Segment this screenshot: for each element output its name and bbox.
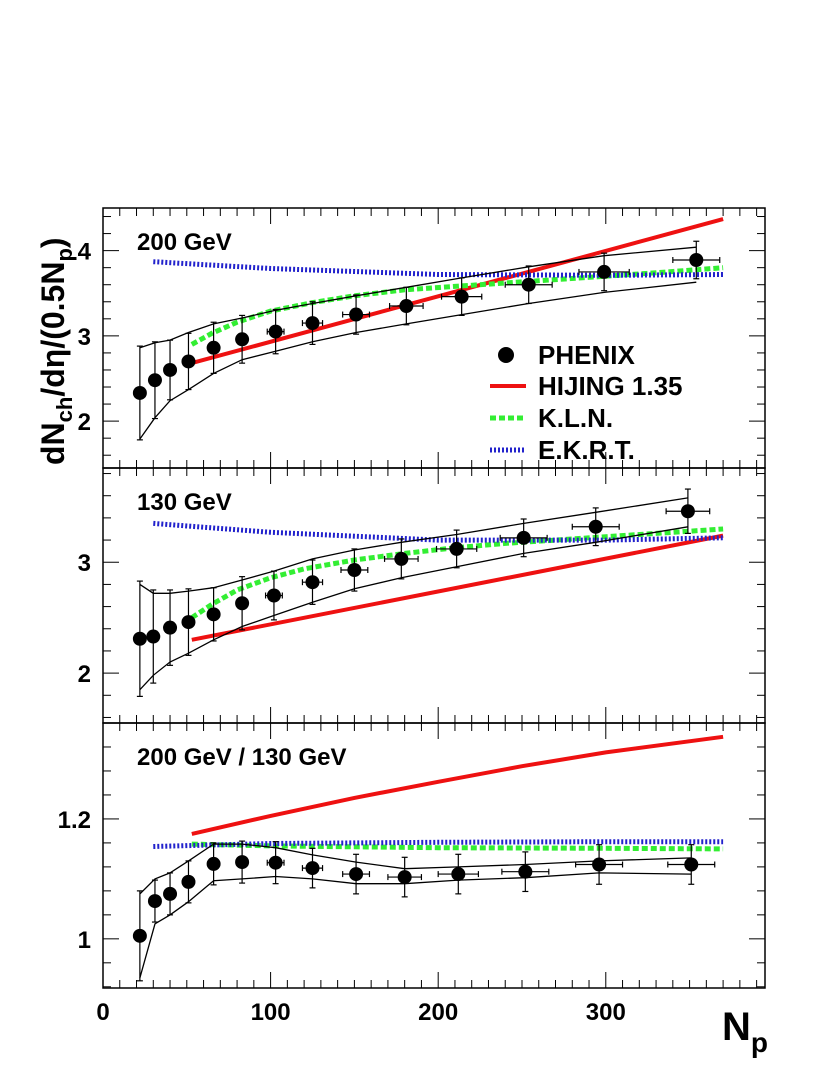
series-line-lower-band [139, 526, 689, 691]
data-point [516, 530, 531, 545]
data-point [147, 373, 162, 388]
data-point [206, 607, 221, 622]
y-tick-label: 1.2 [58, 807, 91, 834]
data-point [235, 855, 250, 870]
legend-marker-phenix [498, 347, 514, 363]
data-point [588, 519, 603, 534]
series-line-ekrt [153, 839, 724, 849]
data-point [181, 354, 196, 369]
data-point [163, 620, 178, 635]
y-tick-label: 2 [78, 409, 91, 436]
data-point [305, 575, 320, 590]
data-point [451, 867, 466, 882]
y-title-sub-p: p [52, 248, 77, 261]
panel-frame [102, 722, 766, 989]
y-tick-label: 3 [78, 324, 91, 351]
data-point [399, 299, 414, 314]
panel-3: 1 1.2 200 GeV / 130 GeV 0 100 200 300 [58, 722, 766, 1026]
x-tick-label: 200 [418, 999, 458, 1026]
legend-label-phenix: PHENIX [538, 340, 635, 370]
data-point [206, 340, 221, 355]
data-point [521, 277, 536, 292]
series-line-ekrt [153, 259, 724, 278]
data-point [597, 264, 612, 279]
data-point [266, 588, 281, 603]
data-point [680, 504, 695, 519]
data-point [592, 857, 607, 872]
panel-label: 130 GeV [137, 489, 232, 516]
series-line-ekrt [153, 520, 724, 543]
svg-text:dNch/dη/(0.5Np): dNch/dη/(0.5Np) [35, 237, 77, 465]
series-line-upper-band [139, 497, 689, 594]
series-line-lower-band [139, 281, 697, 440]
data-point [206, 856, 221, 871]
series-line-upper-band [139, 843, 692, 895]
data-point [268, 324, 283, 339]
legend-entry-ekrt: E.K.R.T. [490, 435, 635, 465]
y-title-part-d: ) [35, 237, 71, 248]
y-tick-label: 2 [78, 661, 91, 688]
panel-label: 200 GeV [137, 229, 232, 256]
legend-entry-kln: K.L.N. [490, 403, 613, 433]
y-title-eta: η [35, 349, 71, 369]
x-tick-label: 0 [96, 999, 109, 1026]
data-point [689, 253, 704, 267]
data-point [518, 864, 533, 879]
svg-text:Np: Np [722, 1005, 768, 1058]
legend: PHENIX HIJING 1.35 K.L.N. E.K.R.T. [490, 340, 683, 465]
x-axis-title: Np [722, 1005, 768, 1058]
data-point [181, 874, 196, 889]
data-point [147, 894, 162, 909]
legend-label-kln: K.L.N. [538, 403, 613, 433]
legend-label-ekrt: E.K.R.T. [538, 435, 635, 465]
data-point [235, 596, 250, 611]
x-tick-label: 100 [251, 999, 291, 1026]
data-point [146, 629, 161, 644]
data-point [163, 886, 178, 901]
y-title-part-c: /(0.5N [35, 262, 71, 349]
panel-1: 2 3 4 200 GeV [78, 207, 766, 469]
data-point [305, 316, 320, 331]
data-point [305, 861, 320, 876]
data-point [449, 541, 464, 556]
data-point [454, 289, 469, 304]
panel-label: 200 GeV / 130 GeV [137, 744, 346, 771]
y-tick-label: 1 [78, 927, 91, 954]
data-point [397, 870, 412, 885]
y-title-part-a: dN [35, 422, 71, 465]
data-point [163, 362, 178, 377]
y-title-part-b: /d [35, 368, 71, 396]
x-tick-label: 300 [586, 999, 626, 1026]
data-point [347, 563, 362, 577]
data-point [349, 867, 364, 882]
legend-entry-phenix: PHENIX [498, 340, 635, 370]
data-point [235, 332, 250, 347]
y-title-sub-ch: ch [52, 397, 77, 423]
y-axis-title: dNch/dη/(0.5Np) [35, 237, 77, 465]
legend-entry-hijing: HIJING 1.35 [490, 371, 683, 401]
series-line-hijing [191, 734, 724, 836]
panel-2: 2 3 130 GeV [78, 467, 766, 724]
data-point [268, 855, 283, 870]
series-line-hijing [191, 533, 724, 642]
data-point [181, 615, 196, 630]
series-line-lower-band [139, 872, 692, 978]
x-title-n: N [722, 1005, 751, 1049]
data-point [132, 928, 147, 943]
y-tick-label: 4 [78, 239, 92, 266]
data-point [684, 857, 699, 872]
series-line-upper-band [139, 246, 697, 349]
y-tick-label: 3 [78, 550, 91, 577]
data-point [132, 385, 147, 400]
data-point [394, 551, 409, 566]
series-line-kln [191, 841, 724, 852]
x-title-sub-p: p [751, 1027, 768, 1058]
data-point [132, 631, 147, 646]
data-point [349, 307, 364, 322]
legend-label-hijing: HIJING 1.35 [538, 371, 683, 401]
